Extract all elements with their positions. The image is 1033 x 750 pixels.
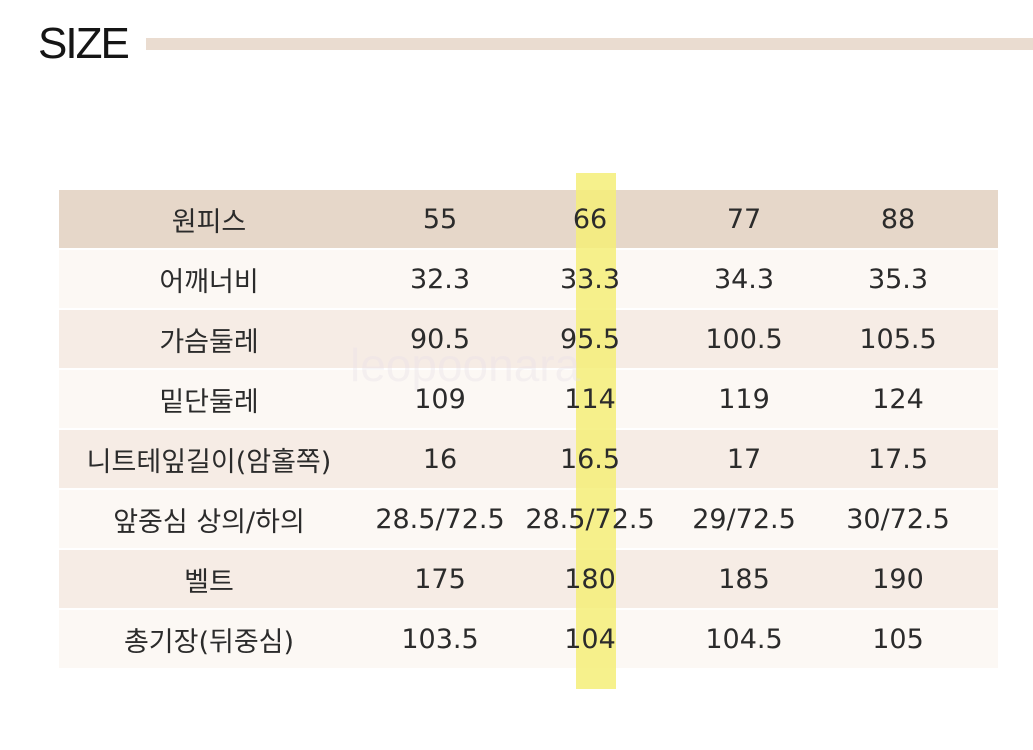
table-cell: 17.5 [867, 443, 929, 475]
table-cell: 17 [726, 443, 762, 475]
table-cell: 33.3 [559, 263, 621, 295]
table-cell: 28.5/72.5 [375, 503, 505, 535]
table-row: 가슴둘레 90.5 95.5 100.5 105.5 [59, 310, 998, 368]
table-cell: 95.5 [559, 323, 621, 355]
row-label: 밑단둘레 [159, 386, 259, 418]
table-cell: 35.3 [867, 263, 929, 295]
table-cell: 190 [872, 563, 924, 595]
header-cell-size-88: 88 [880, 203, 916, 235]
row-label: 가슴둘레 [159, 326, 259, 358]
table-row: 니트테잎길이(암홀쪽) 16 16.5 17 17.5 [59, 430, 998, 488]
table-cell: 124 [872, 383, 924, 415]
row-label: 니트테잎길이(암홀쪽) [86, 446, 332, 478]
table-cell: 32.3 [409, 263, 471, 295]
page-title: SIZE [38, 19, 130, 68]
table-cell: 16.5 [559, 443, 621, 475]
title-divider [146, 38, 1033, 50]
table-cell: 114 [564, 383, 616, 415]
row-label: 총기장(뒤중심) [123, 626, 295, 658]
table-cell: 103.5 [401, 623, 479, 655]
table-row: 앞중심 상의/하의 28.5/72.5 28.5/72.5 29/72.5 30… [59, 490, 998, 548]
table-cell: 104 [564, 623, 616, 655]
table-cell: 105.5 [859, 323, 937, 355]
row-label: 벨트 [184, 566, 234, 598]
table-cell: 16 [422, 443, 458, 475]
watermark: leopoonara [350, 339, 581, 391]
table-header-row: 원피스 55 66 77 88 [59, 190, 998, 248]
table-cell: 100.5 [705, 323, 783, 355]
table-row: 어깨너비 32.3 33.3 34.3 35.3 [59, 250, 998, 308]
table-row: 밑단둘레 109 114 119 124 [59, 370, 998, 428]
table-cell: 180 [564, 563, 616, 595]
size-table: 원피스 55 66 77 88 어깨너비 32.3 33.3 34.3 35.3… [59, 190, 998, 670]
table-cell: 28.5/72.5 [525, 503, 655, 535]
row-label: 앞중심 상의/하의 [113, 506, 305, 538]
header-cell-size-66: 66 [572, 203, 608, 235]
table-cell: 105 [872, 623, 924, 655]
size-66-highlight [576, 173, 616, 689]
table-cell: 90.5 [409, 323, 471, 355]
table-cell: 119 [718, 383, 770, 415]
table-cell: 30/72.5 [846, 503, 950, 535]
table-cell: 185 [718, 563, 770, 595]
header-cell-garment: 원피스 [171, 206, 247, 238]
header-cell-size-55: 55 [422, 203, 458, 235]
table-cell: 29/72.5 [692, 503, 796, 535]
row-label: 어깨너비 [159, 266, 259, 298]
table-cell: 175 [414, 563, 466, 595]
table-row: 총기장(뒤중심) 103.5 104 104.5 105 [59, 610, 998, 668]
table-cell: 104.5 [705, 623, 783, 655]
header-cell-size-77: 77 [726, 203, 762, 235]
table-cell: 34.3 [713, 263, 775, 295]
table-cell: 109 [414, 383, 466, 415]
table-row: 벨트 175 180 185 190 [59, 550, 998, 608]
